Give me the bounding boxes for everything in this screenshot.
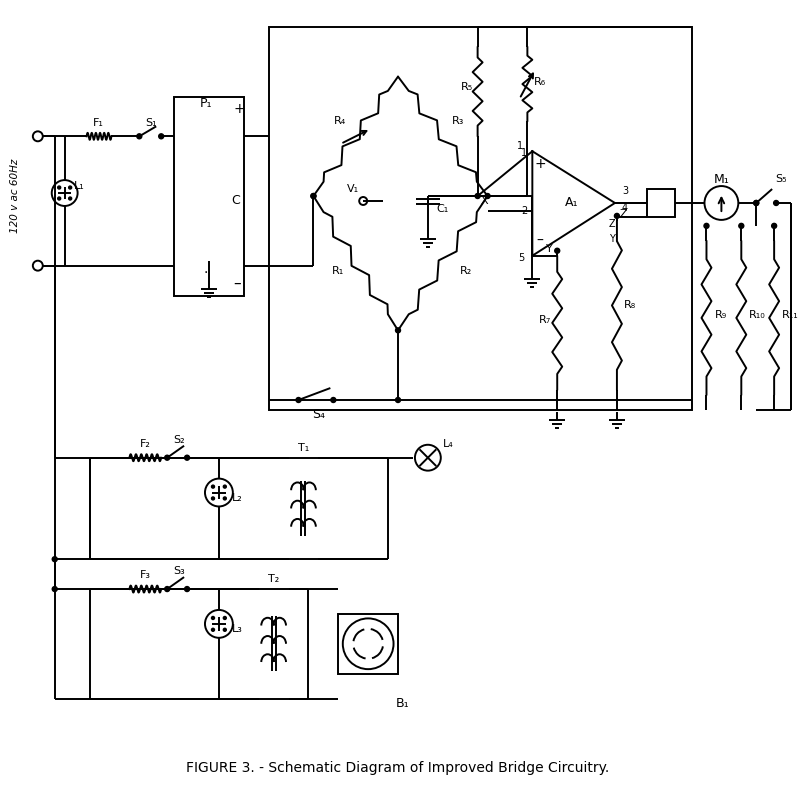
Circle shape	[223, 497, 226, 500]
Text: R₅: R₅	[461, 81, 473, 92]
Circle shape	[296, 398, 301, 402]
Text: R₁₁: R₁₁	[782, 310, 799, 320]
Text: S₅: S₅	[775, 174, 787, 184]
Circle shape	[185, 455, 190, 460]
Text: Z: Z	[619, 209, 626, 219]
Text: 3: 3	[622, 186, 628, 196]
Text: C: C	[231, 194, 240, 207]
Text: R₈: R₈	[624, 300, 636, 311]
Circle shape	[772, 223, 777, 229]
Text: 5: 5	[518, 253, 524, 263]
Text: 1: 1	[518, 141, 523, 151]
Circle shape	[69, 197, 72, 200]
Text: L₃: L₃	[231, 624, 242, 634]
Text: R₉: R₉	[714, 310, 726, 320]
Text: 120 v ac 60Hz: 120 v ac 60Hz	[10, 159, 20, 234]
Text: B₁: B₁	[396, 697, 410, 710]
Text: S₄: S₄	[312, 408, 325, 422]
Text: S₃: S₃	[174, 566, 185, 576]
Circle shape	[223, 628, 226, 631]
Text: +: +	[234, 103, 246, 116]
Circle shape	[475, 194, 480, 198]
Text: F₁: F₁	[93, 119, 104, 128]
Text: P₁: P₁	[200, 97, 212, 110]
Text: –: –	[537, 234, 544, 248]
Bar	[174, 96, 244, 296]
Circle shape	[554, 248, 560, 253]
Text: R₂: R₂	[459, 265, 472, 276]
Text: –: –	[233, 276, 241, 291]
Text: FIGURE 3. - Schematic Diagram of Improved Bridge Circuitry.: FIGURE 3. - Schematic Diagram of Improve…	[186, 761, 610, 775]
Text: F₂: F₂	[140, 439, 150, 449]
Circle shape	[704, 223, 709, 229]
Text: A₁: A₁	[566, 197, 579, 210]
Circle shape	[311, 194, 316, 198]
Text: M₁: M₁	[714, 173, 730, 186]
Text: T₂: T₂	[268, 574, 279, 584]
Text: L₄: L₄	[442, 439, 453, 449]
Circle shape	[58, 186, 61, 189]
Text: R₆: R₆	[534, 77, 546, 87]
Text: X: X	[481, 196, 488, 206]
Text: T₁: T₁	[298, 443, 309, 453]
Text: R₃: R₃	[451, 116, 464, 127]
Circle shape	[211, 497, 214, 500]
Bar	[338, 614, 398, 673]
Text: R₁₀: R₁₀	[750, 310, 766, 320]
Text: C₁: C₁	[437, 204, 449, 214]
Text: V₁: V₁	[347, 184, 359, 194]
Bar	[269, 27, 691, 410]
Circle shape	[774, 201, 778, 206]
Circle shape	[58, 197, 61, 200]
Circle shape	[211, 628, 214, 631]
Circle shape	[395, 398, 401, 402]
Text: Y: Y	[546, 244, 553, 253]
Circle shape	[223, 616, 226, 619]
Text: S₁: S₁	[146, 119, 157, 128]
Text: R₇: R₇	[539, 316, 551, 325]
Text: L₁: L₁	[74, 181, 85, 191]
Circle shape	[614, 214, 619, 218]
Text: Y: Y	[609, 234, 615, 244]
Circle shape	[137, 134, 142, 139]
Text: Z: Z	[609, 219, 615, 229]
Text: R₁: R₁	[332, 265, 345, 276]
Circle shape	[739, 223, 744, 229]
Circle shape	[165, 455, 170, 460]
Circle shape	[395, 328, 401, 333]
Circle shape	[754, 201, 758, 206]
Circle shape	[211, 616, 214, 619]
Text: 2: 2	[521, 206, 527, 216]
Circle shape	[69, 186, 72, 189]
Text: +: +	[534, 157, 546, 171]
Circle shape	[52, 587, 58, 591]
Text: F₃: F₃	[140, 570, 150, 580]
Circle shape	[485, 194, 490, 198]
Circle shape	[331, 398, 336, 402]
Text: L₂: L₂	[231, 493, 242, 502]
Text: 1: 1	[522, 148, 527, 159]
Circle shape	[165, 587, 170, 591]
Circle shape	[52, 557, 58, 562]
Circle shape	[754, 201, 758, 206]
Bar	[646, 189, 674, 217]
Circle shape	[158, 134, 164, 139]
Text: S₂: S₂	[174, 435, 185, 445]
Text: R₄: R₄	[334, 116, 346, 127]
Text: .: .	[204, 261, 208, 276]
Circle shape	[185, 587, 190, 591]
Circle shape	[311, 194, 316, 198]
Text: 4: 4	[622, 203, 628, 213]
Circle shape	[211, 485, 214, 488]
Circle shape	[223, 485, 226, 488]
